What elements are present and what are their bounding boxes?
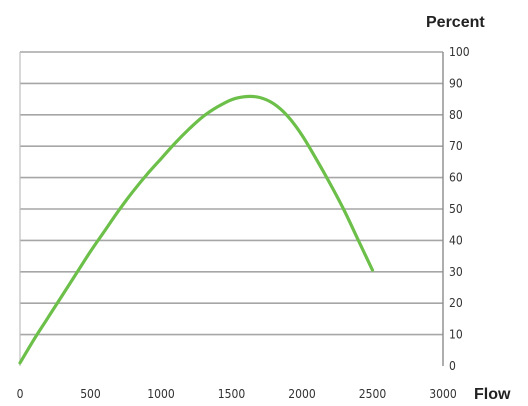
y-tick-label-40: 40	[449, 233, 463, 247]
y-tick-label-100: 100	[449, 45, 470, 59]
x-axis-title: Flow	[474, 386, 511, 403]
x-tick-label-1500: 1500	[218, 387, 246, 401]
y-tick-label-70: 70	[449, 139, 463, 153]
x-tick-label-1000: 1000	[147, 387, 175, 401]
grid-lines	[20, 51, 443, 336]
x-tick-label-2000: 2000	[288, 387, 316, 401]
y-tick-label-20: 20	[449, 296, 463, 310]
x-tick-label-0: 0	[17, 387, 24, 401]
x-tick-label-500: 500	[80, 387, 101, 401]
y-tick-label-0: 0	[449, 359, 456, 373]
x-axis-ticks: 0 500 1000 1500 2000 2500 3000	[17, 387, 457, 401]
y-tick-label-10: 10	[449, 328, 463, 342]
x-tick-label-3000: 3000	[429, 387, 457, 401]
y-tick-label-90: 90	[449, 76, 463, 90]
y-tick-label-60: 60	[449, 171, 463, 185]
series-line-0	[18, 94, 375, 365]
series-layer	[18, 94, 375, 365]
y-axis-ticks: 0 10 20 30 40 50 60 70 80 90 100	[449, 45, 470, 373]
y-tick-label-80: 80	[449, 108, 463, 122]
y-tick-label-30: 30	[449, 265, 463, 279]
y-axis-title: Percent	[426, 14, 485, 31]
x-tick-label-2500: 2500	[359, 387, 387, 401]
y-tick-label-50: 50	[449, 202, 463, 216]
